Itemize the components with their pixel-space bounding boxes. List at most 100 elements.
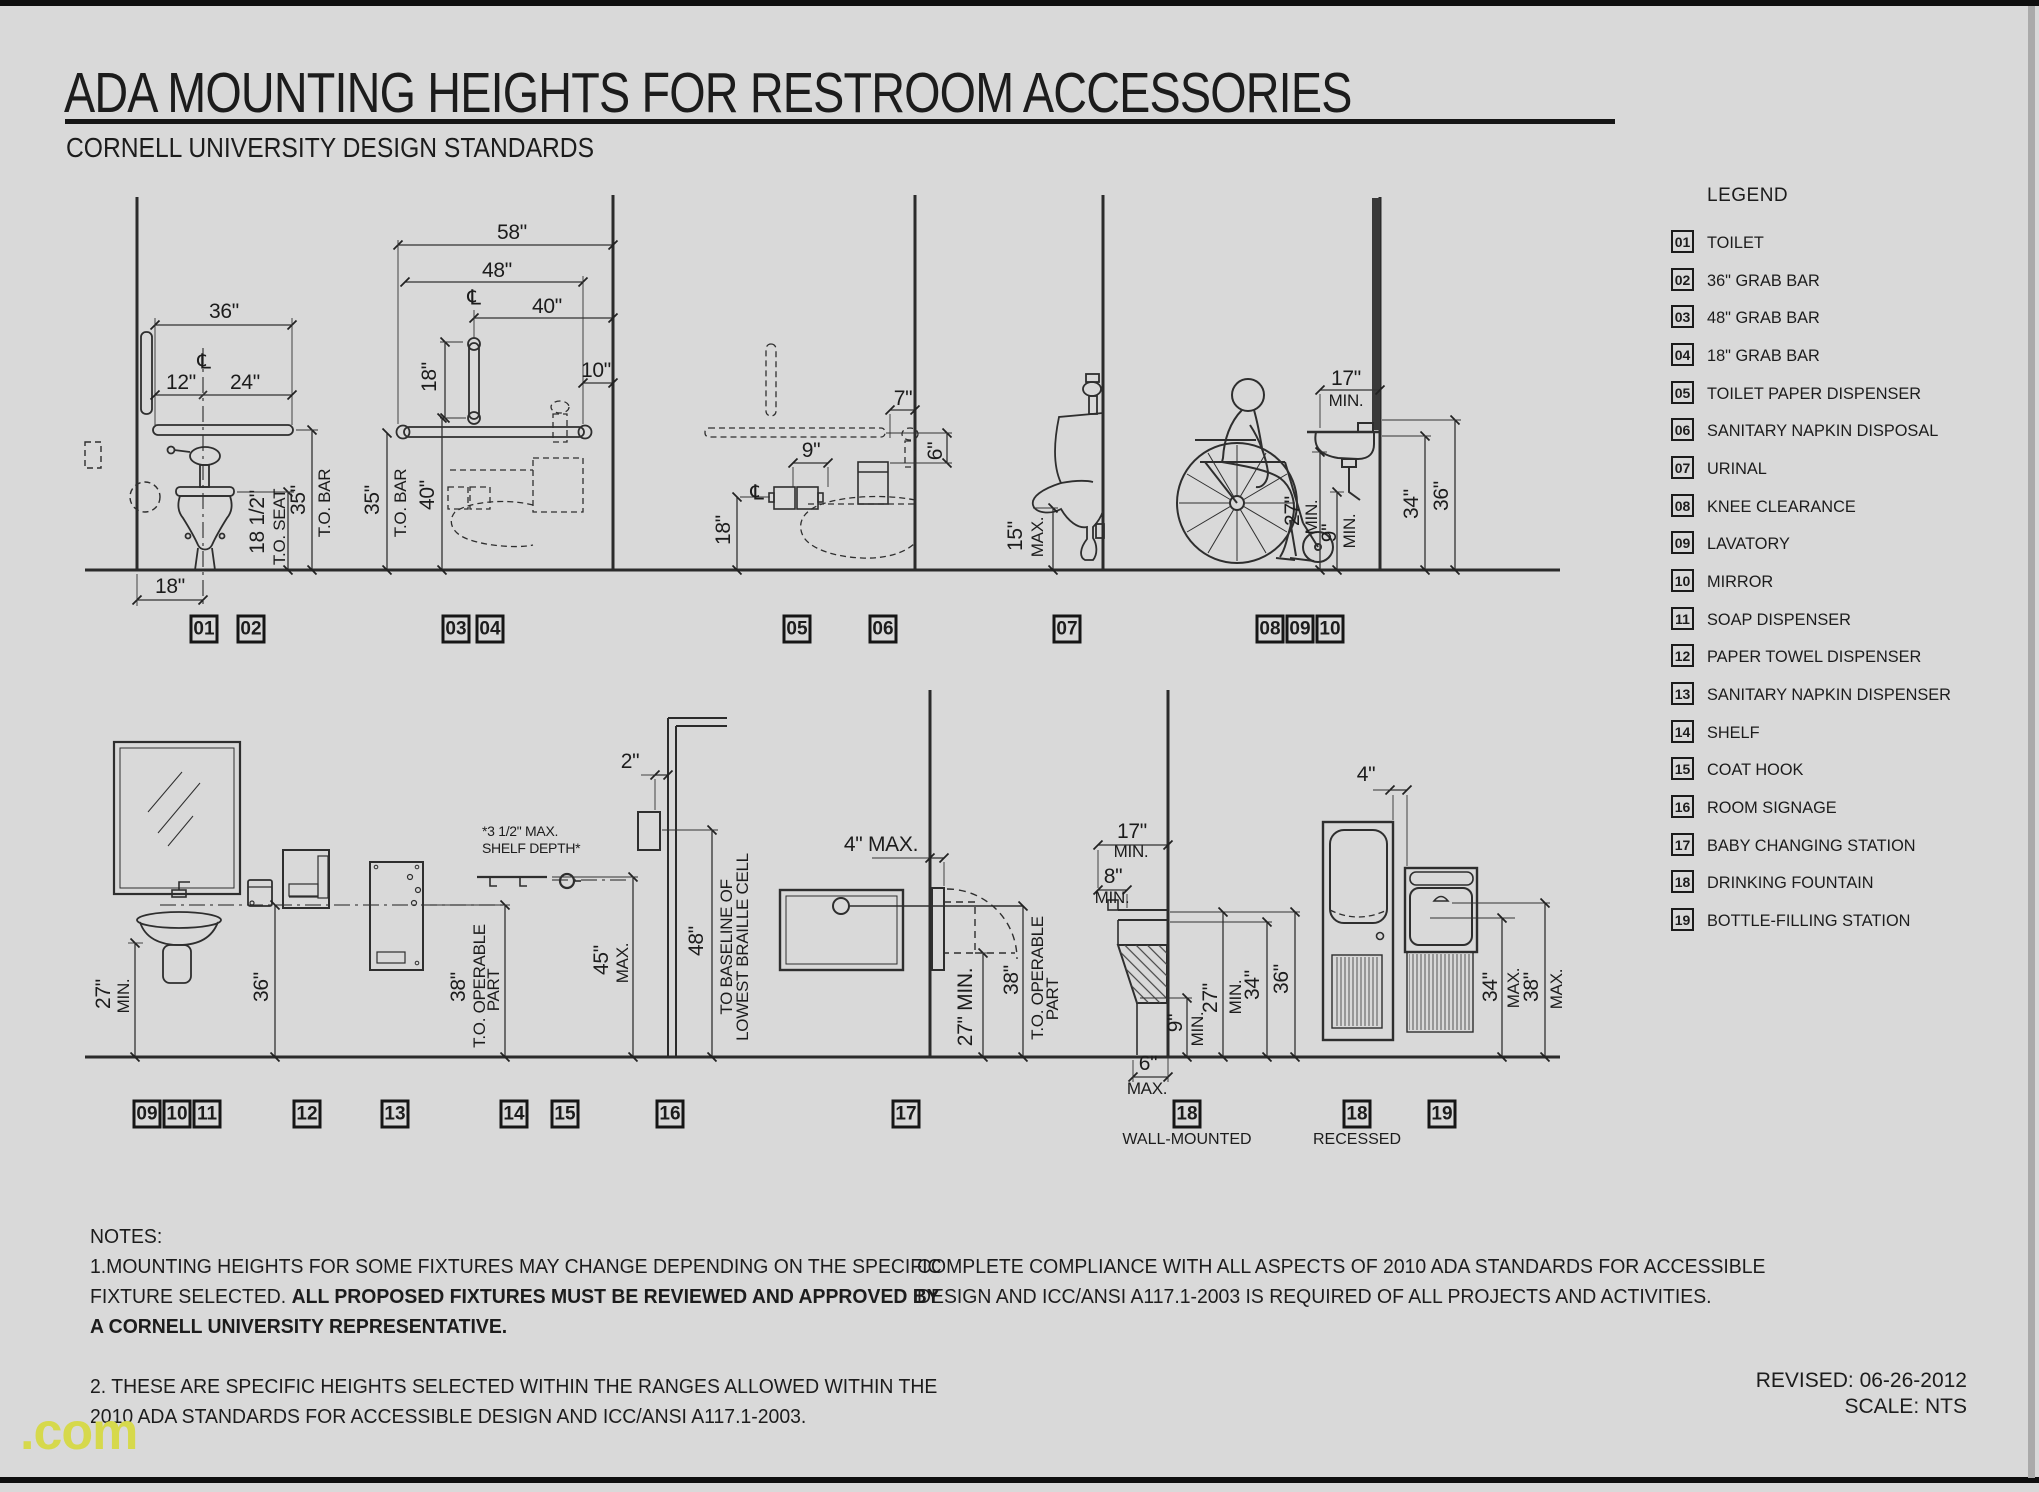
drawing-scale: SCALE: NTS [1844,1395,1967,1418]
dim-dfw-apron-min: MIN. [1094,888,1130,907]
legend-num: 04 [1671,343,1694,366]
tag-10-mirror-2: 10 [162,1099,192,1129]
tag-07-urinal: 07 [1052,614,1082,644]
tag-13-napkin-dispenser: 13 [380,1099,410,1129]
napkin-dispenser [369,861,424,971]
legend-label: 18" GRAB BAR [1707,346,1820,365]
tag-04-18-grab-bar: 04 [475,614,505,644]
legend-label: DRINKING FOUNTAIN [1707,873,1874,892]
dim-napkin-height: 38" [447,972,470,1002]
legend-heading: LEGEND [1707,185,1789,206]
dim-urinal-max: MAX. [1028,516,1047,558]
note-1-line-2-regular: FIXTURE SELECTED. [90,1286,292,1308]
dim-grab-bar-label: T.O. BAR [391,468,410,538]
legend-num: 13 [1671,682,1694,705]
dim-grab-centerline: ℄ [467,286,481,310]
legend-num: 15 [1671,757,1694,780]
dim-napkin-label-2: PART [484,968,503,1012]
tag-09-lavatory: 09 [1285,614,1315,644]
dim-dfw-rim: 34" [1241,970,1264,1000]
dim-toilet-centerline: ℄ [197,350,211,374]
tag-17-baby-changing: 17 [891,1099,921,1129]
dim-sign-label-2: LOWEST BRAILLE CELL [733,853,752,1041]
legend-num: 07 [1671,456,1694,479]
dim-paper-roll-offset: 9" [801,439,821,462]
legend-num: 01 [1671,230,1694,253]
legend-num: 06 [1671,418,1694,441]
note-1-line-3-bold: A CORNELL UNIVERSITY REPRESENTATIVE. [90,1316,508,1338]
notes-heading: NOTES: [90,1226,163,1248]
page-title: ADA MOUNTING HEIGHTS FOR RESTROOM ACCESS… [64,61,1352,125]
legend-label: BABY CHANGING STATION [1707,836,1916,855]
legend-label: KNEE CLEARANCE [1707,497,1856,516]
legend-num: 10 [1671,569,1694,592]
watermark: .com [20,1403,138,1461]
legend-label: ROOM SIGNAGE [1707,798,1837,817]
legend-label: 48" GRAB BAR [1707,308,1820,327]
legend-num: 18 [1671,870,1694,893]
dim-lav-depth: 17" [1331,367,1361,390]
sheet-top-edge [0,0,2039,6]
dim-dfw-toe: 9" [1164,1013,1187,1033]
grab-bars-elevation [395,337,593,548]
drinking-fountain-wall [1107,899,1168,1055]
note-1-line-1: 1.MOUNTING HEIGHTS FOR SOME FIXTURES MAY… [90,1256,942,1278]
caption-recessed: RECESSED [1312,1131,1402,1148]
legend-label: SOAP DISPENSER [1707,610,1851,629]
centerlines [160,348,628,906]
dim-dfw-depth-min: MIN. [1113,842,1149,861]
dim-mirror-knee-min: MIN. [114,978,133,1014]
tag-08-knee-clearance: 08 [1255,614,1285,644]
shelf-note-line-1: *3 1/2" MAX. [482,823,559,839]
caption-wall-mounted: WALL-MOUNTED [1122,1131,1252,1148]
dim-toilet-right: 24" [230,371,260,394]
tag-01-toilet: 01 [189,614,219,644]
tag-02-36-grab-bar: 02 [236,614,266,644]
dim-dfw-toe-min: MIN. [1188,1011,1207,1047]
notes-block: NOTES: 1.MOUNTING HEIGHTS FOR SOME FIXTU… [90,1222,942,1432]
dim-shelf-height: 45" [590,945,613,975]
drinking-fountain-recessed [1321,820,1479,1042]
legend-num: 12 [1671,644,1694,667]
legend-label: SANITARY NAPKIN DISPENSER [1707,685,1951,704]
dim-urinal-rim: 15" [1004,521,1027,551]
legend-label: TOILET PAPER DISPENSER [1707,384,1922,403]
dim-mirror-knee: 27" [92,979,115,1009]
compliance-line-1: COMPLETE COMPLIANCE WITH ALL ASPECTS OF … [917,1256,1766,1278]
dim-lav-top: 36" [1430,481,1453,511]
legend-num: 08 [1671,494,1694,517]
dim-dispenser-height: 36" [250,972,273,1002]
compliance-line-2: DESIGN AND ICC/ANSI A117.1-2003 IS REQUI… [917,1286,1712,1308]
dim-baby-height: 38" [1000,965,1023,995]
dimension-lines [128,239,1551,1083]
note-2-line-2: 2010 ADA STANDARDS FOR ACCESSIBLE DESIGN… [90,1406,807,1428]
dim-lav-rim: 34" [1400,489,1423,519]
tag-06-napkin-disposal: 06 [868,614,898,644]
dim-grab-end-offset: 10" [581,359,611,382]
legend-label: TOILET [1707,233,1764,252]
dim-baby-label-2: PART [1043,977,1062,1021]
toilet-elevation [84,331,294,571]
legend-num: 19 [1671,908,1694,931]
legend-num: 05 [1671,381,1694,404]
legend-label: SHELF [1707,723,1760,742]
note-1-line-2-bold: ALL PROPOSED FIXTURES MUST BE REVIEWED A… [291,1286,940,1308]
dim-toilet-bar-length: 36" [209,300,239,323]
tag-16-room-signage: 16 [655,1099,685,1129]
legend-label: URINAL [1707,459,1767,478]
dim-dfr-spout-max: MAX. [1547,968,1566,1010]
dim-dfr-gap: 4" [1356,763,1376,786]
dim-dfw-apron: 8" [1103,865,1123,888]
tag-18-fountain-recessed: 18 [1342,1099,1372,1129]
legend-num: 02 [1671,268,1694,291]
note-1-line-3: A CORNELL UNIVERSITY REPRESENTATIVE. [90,1312,942,1342]
revised-date: REVISED: 06-26-2012 [1755,1369,1967,1392]
page-subtitle: CORNELL UNIVERSITY DESIGN STANDARDS [66,132,595,163]
note-1-line-2: FIXTURE SELECTED. ALL PROPOSED FIXTURES … [90,1282,942,1312]
tag-09-lavatory-2: 09 [132,1099,162,1129]
tag-03-48-grab-bar: 03 [441,614,471,644]
dim-lav-toe-min: MIN. [1340,513,1359,549]
dim-lav-depth-min: MIN. [1328,391,1364,410]
dim-paper-centerline: ℄ [750,481,764,505]
